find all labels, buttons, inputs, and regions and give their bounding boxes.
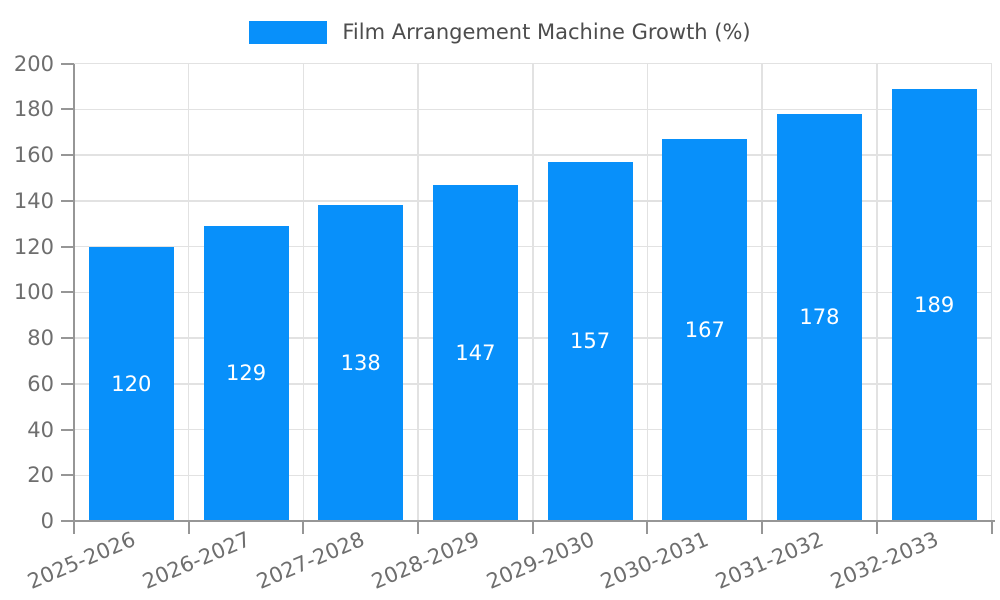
- x-gridline: [876, 63, 878, 521]
- x-tick: [646, 521, 649, 534]
- bar-value-label: 120: [111, 371, 152, 396]
- x-tick: [531, 521, 534, 534]
- y-tick-label: 200: [13, 51, 54, 76]
- x-gridline: [417, 63, 419, 521]
- x-gridline: [532, 63, 534, 521]
- y-tick-label: 140: [13, 188, 54, 213]
- y-tick: [61, 245, 74, 248]
- bar[interactable]: [203, 225, 289, 520]
- bar-value-label: 129: [225, 361, 267, 386]
- bar-value-label: 138: [340, 351, 381, 376]
- bar[interactable]: [662, 138, 748, 520]
- x-tick-label: 2031-2032: [712, 527, 827, 594]
- x-tick: [990, 521, 993, 534]
- legend-item[interactable]: Film Arrangement Machine Growth (%): [249, 20, 751, 44]
- bar-value-label: 167: [684, 317, 725, 342]
- bar-value-label: 189: [914, 292, 955, 317]
- y-tick-label: 180: [13, 97, 54, 122]
- x-tick-label: 2027-2028: [253, 527, 369, 594]
- y-tick-label: 160: [13, 143, 54, 167]
- y-tick: [61, 62, 74, 65]
- bar-value-label: 147: [455, 340, 496, 365]
- legend-swatch: [249, 20, 328, 44]
- x-tick-label: 2028-2029: [368, 527, 483, 594]
- x-tick: [187, 521, 190, 534]
- y-tick: [61, 382, 74, 385]
- x-gridline: [187, 63, 190, 521]
- x-tick-label: 2029-2030: [482, 527, 598, 594]
- y-tick-label: 0: [40, 509, 54, 533]
- y-tick: [61, 520, 74, 522]
- x-tick-label: 2030-2031: [597, 527, 713, 594]
- bar[interactable]: [547, 161, 633, 520]
- x-tick: [417, 521, 420, 534]
- y-tick: [61, 108, 74, 111]
- y-tick-label: 40: [27, 417, 54, 442]
- x-gridline: [990, 63, 993, 521]
- x-tick-label: 2026-2027: [138, 527, 254, 594]
- bar[interactable]: [891, 88, 977, 520]
- y-tick: [61, 199, 74, 202]
- x-tick: [73, 521, 75, 534]
- bar[interactable]: [318, 205, 404, 520]
- x-tick: [875, 521, 878, 534]
- x-gridline: [646, 63, 649, 521]
- y-tick-label: 100: [13, 280, 54, 305]
- x-gridline: [761, 63, 763, 521]
- y-tick: [61, 428, 74, 431]
- x-tick: [302, 521, 305, 534]
- x-tick: [761, 521, 764, 534]
- y-tick: [61, 474, 74, 477]
- x-axis-line: [73, 520, 995, 522]
- y-tick-label: 20: [27, 463, 54, 488]
- y-tick: [61, 291, 74, 294]
- legend: Film Arrangement Machine Growth (%): [0, 20, 1000, 44]
- y-tick-label: 80: [27, 326, 54, 350]
- bar[interactable]: [776, 113, 862, 520]
- x-tick-label: 2032-2033: [826, 527, 942, 594]
- bar[interactable]: [432, 184, 518, 520]
- legend-label: Film Arrangement Machine Growth (%): [342, 20, 751, 44]
- bar[interactable]: [88, 246, 174, 520]
- y-tick: [61, 154, 74, 156]
- y-tick: [61, 337, 74, 339]
- bar-value-label: 157: [570, 329, 611, 354]
- x-gridline: [302, 63, 305, 521]
- bar-value-label: 178: [799, 305, 840, 330]
- x-tick-label: 2025-2026: [23, 527, 139, 594]
- y-axis-line: [73, 63, 75, 521]
- y-tick-label: 60: [27, 371, 54, 396]
- y-tick-label: 120: [13, 234, 54, 259]
